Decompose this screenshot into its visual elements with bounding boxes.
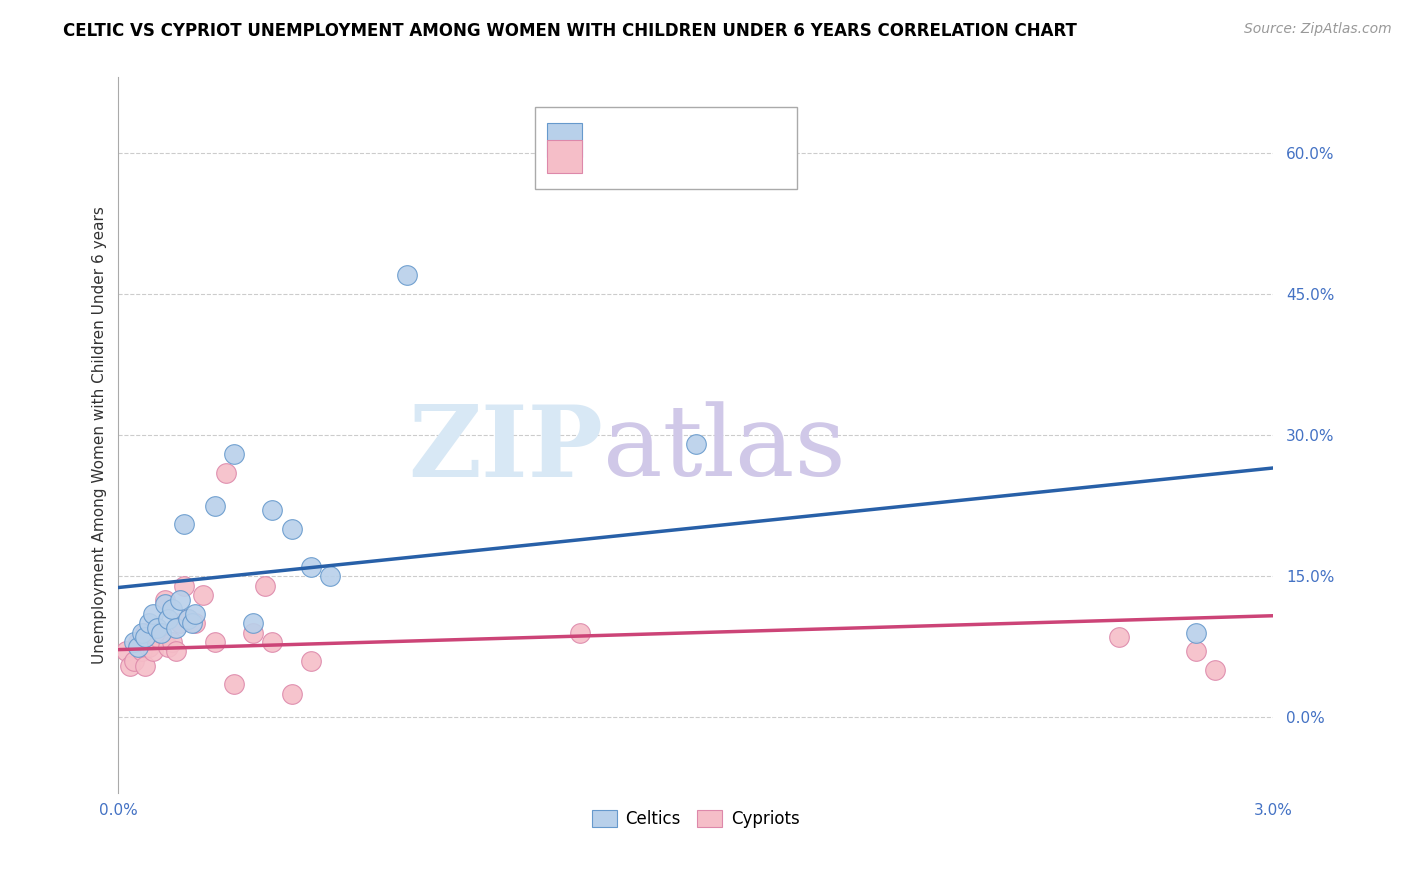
Point	[169, 592, 191, 607]
Text: ZIP: ZIP	[409, 401, 603, 498]
Point	[280, 687, 302, 701]
Point	[162, 602, 184, 616]
Point	[118, 658, 141, 673]
Point	[180, 616, 202, 631]
Point	[204, 499, 226, 513]
Point	[162, 635, 184, 649]
Point	[262, 635, 284, 649]
Point	[149, 625, 172, 640]
Point	[138, 640, 160, 654]
Legend: Celtics, Cypriots: Celtics, Cypriots	[585, 803, 806, 834]
Point	[173, 517, 195, 532]
Point	[396, 268, 419, 282]
Point	[149, 625, 172, 640]
Point	[242, 625, 264, 640]
Point	[134, 631, 156, 645]
Point	[280, 522, 302, 536]
Point	[569, 625, 592, 640]
Point	[299, 559, 322, 574]
Point	[134, 658, 156, 673]
Point	[157, 640, 180, 654]
Point	[685, 437, 707, 451]
Point	[142, 607, 165, 621]
Point	[131, 644, 153, 658]
Point	[1185, 644, 1208, 658]
Point	[1108, 631, 1130, 645]
Point	[146, 631, 169, 645]
Point	[153, 592, 176, 607]
Y-axis label: Unemployment Among Women with Children Under 6 years: Unemployment Among Women with Children U…	[93, 206, 107, 664]
Point	[1185, 625, 1208, 640]
Text: R = 0.086   N = 32: R = 0.086 N = 32	[591, 147, 748, 165]
Point	[157, 611, 180, 625]
Point	[177, 611, 200, 625]
Point	[138, 616, 160, 631]
Point	[319, 569, 342, 583]
Point	[122, 654, 145, 668]
Point	[299, 654, 322, 668]
Point	[222, 677, 245, 691]
Point	[173, 579, 195, 593]
Point	[115, 644, 138, 658]
Point	[169, 616, 191, 631]
Point	[142, 644, 165, 658]
Point	[204, 635, 226, 649]
Point	[222, 447, 245, 461]
Point	[146, 621, 169, 635]
Text: atlas: atlas	[603, 401, 846, 497]
Point	[122, 635, 145, 649]
Text: R =  0.167   N = 27: R = 0.167 N = 27	[591, 131, 752, 149]
Point	[215, 466, 238, 480]
Text: CELTIC VS CYPRIOT UNEMPLOYMENT AMONG WOMEN WITH CHILDREN UNDER 6 YEARS CORRELATI: CELTIC VS CYPRIOT UNEMPLOYMENT AMONG WOM…	[63, 22, 1077, 40]
Point	[191, 588, 214, 602]
Point	[165, 621, 187, 635]
Point	[177, 611, 200, 625]
Point	[262, 503, 284, 517]
Point	[153, 598, 176, 612]
Point	[1204, 663, 1226, 677]
Point	[165, 644, 187, 658]
Point	[134, 625, 156, 640]
Text: Source: ZipAtlas.com: Source: ZipAtlas.com	[1244, 22, 1392, 37]
Point	[253, 579, 276, 593]
Point	[184, 616, 207, 631]
Point	[127, 635, 149, 649]
Point	[242, 616, 264, 631]
Point	[184, 607, 207, 621]
Point	[127, 640, 149, 654]
Point	[131, 625, 153, 640]
